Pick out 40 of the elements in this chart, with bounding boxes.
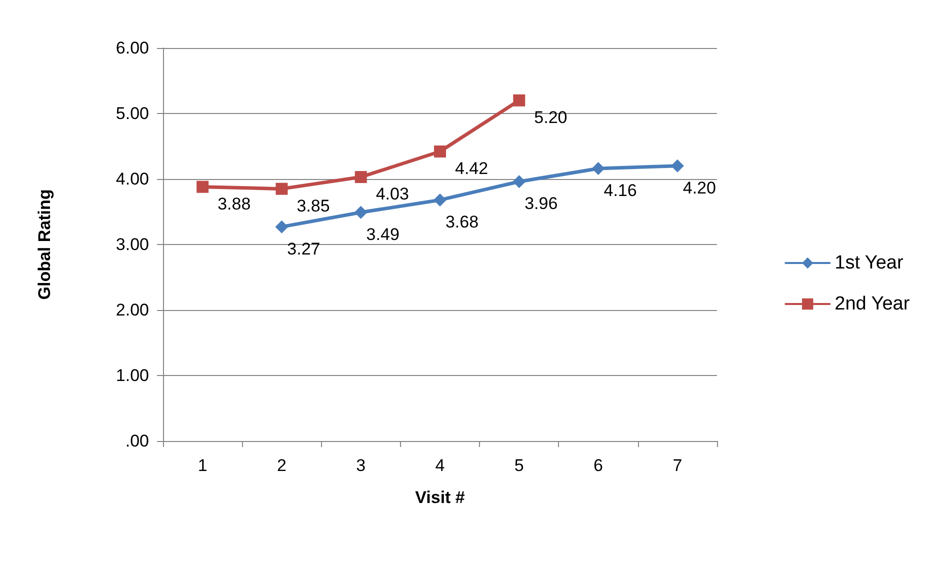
- x-tick-label: 7: [672, 456, 682, 475]
- legend-label: 1st Year: [834, 252, 904, 274]
- point: [354, 171, 367, 184]
- point: [275, 220, 288, 234]
- data-label: 4.42: [455, 158, 488, 178]
- data-label: 4.20: [682, 178, 716, 198]
- data-label: 4.16: [604, 181, 637, 200]
- x-axis-title: Visit #: [415, 488, 466, 507]
- y-tick-label: 6.00: [116, 38, 149, 58]
- y-tick-label: .00: [125, 432, 149, 450]
- data-label: 3.68: [445, 212, 479, 232]
- point: [512, 175, 526, 188]
- x-tick-label: 6: [594, 456, 604, 475]
- data-label: 3.49: [366, 224, 400, 244]
- point: [434, 193, 446, 206]
- point: [513, 94, 526, 106]
- x-tick-label: 3: [356, 456, 366, 475]
- y-tick-label: 2.00: [116, 300, 149, 320]
- data-label: 3.88: [218, 194, 251, 214]
- x-tick-label: 2: [276, 456, 286, 475]
- point: [196, 180, 209, 193]
- data-label: 3.27: [287, 239, 320, 258]
- x-tick-label: 4: [435, 456, 445, 475]
- data-label: 5.20: [534, 108, 568, 127]
- point: [354, 206, 368, 219]
- x-tick-label: 5: [514, 456, 524, 475]
- y-tick-label: 1.00: [116, 366, 149, 385]
- point: [592, 162, 605, 176]
- point: [670, 159, 684, 172]
- legend-label: 2nd Year: [834, 294, 910, 314]
- y-tick-label: 3.00: [116, 235, 149, 254]
- y-tick-label: 4.00: [116, 170, 149, 188]
- data-label: 4.03: [376, 184, 409, 204]
- x-tick-label: 1: [198, 456, 208, 475]
- point: [434, 145, 446, 158]
- point: [276, 182, 288, 195]
- data-label: 3.85: [296, 196, 330, 216]
- data-label: 3.96: [524, 194, 558, 214]
- y-tick-label: 5.00: [116, 104, 149, 123]
- y-axis-title: Global Rating: [35, 189, 54, 300]
